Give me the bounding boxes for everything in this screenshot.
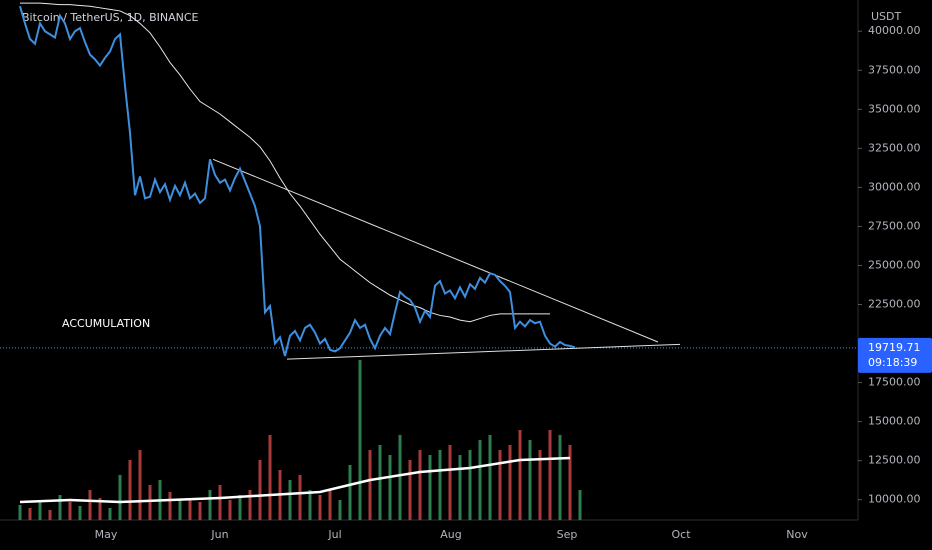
volume-bar bbox=[318, 495, 322, 520]
y-tick-label: 27500.00 bbox=[868, 219, 921, 232]
volume-bar bbox=[578, 490, 582, 520]
volume-bar bbox=[508, 445, 512, 520]
volume-bar bbox=[28, 508, 32, 520]
volume-bar bbox=[298, 475, 302, 520]
trendline bbox=[212, 158, 659, 343]
volume-bar bbox=[138, 450, 142, 520]
volume-bar bbox=[308, 490, 312, 520]
x-tick-label: Oct bbox=[671, 528, 691, 541]
volume-bar bbox=[498, 450, 502, 520]
volume-bar bbox=[548, 430, 552, 520]
volume-bar bbox=[378, 445, 382, 520]
y-tick-label: 17500.00 bbox=[868, 376, 921, 389]
x-tick-label: May bbox=[95, 528, 118, 541]
last-price-label: 19719.71 bbox=[868, 341, 921, 354]
price-line bbox=[19, 5, 576, 357]
volume-bar bbox=[128, 460, 132, 520]
y-tick-label: 22500.00 bbox=[868, 298, 921, 311]
volume-bar bbox=[88, 490, 92, 520]
volume-bar bbox=[468, 450, 472, 520]
y-tick-label: 37500.00 bbox=[868, 63, 921, 76]
last-price-box bbox=[858, 337, 932, 373]
volume-bar bbox=[478, 440, 482, 520]
volume-bar bbox=[118, 475, 122, 520]
volume-bar bbox=[488, 435, 492, 520]
volume-bar bbox=[558, 435, 562, 520]
volume-bar bbox=[168, 492, 172, 520]
volume-bar bbox=[218, 485, 222, 520]
volume-bar bbox=[358, 360, 362, 520]
volume-bar bbox=[58, 495, 62, 520]
x-tick-label: Sep bbox=[557, 528, 578, 541]
volume-bar bbox=[148, 485, 152, 520]
x-tick-label: Jul bbox=[327, 528, 341, 541]
volume-bar bbox=[398, 435, 402, 520]
volume-bar bbox=[538, 450, 542, 520]
volume-bar bbox=[178, 500, 182, 520]
volume-bar bbox=[388, 455, 392, 520]
x-tick-label: Aug bbox=[440, 528, 461, 541]
volume-bar bbox=[228, 500, 232, 520]
y-tick-label: 12500.00 bbox=[868, 454, 921, 467]
volume-bar bbox=[188, 498, 192, 520]
volume-bar bbox=[568, 445, 572, 520]
volume-bar bbox=[38, 500, 42, 520]
volume-bar bbox=[248, 490, 252, 520]
y-tick-label: 35000.00 bbox=[868, 102, 921, 115]
volume-bar bbox=[408, 460, 412, 520]
volume-bar bbox=[348, 465, 352, 520]
y-tick-label: 32500.00 bbox=[868, 141, 921, 154]
trendline bbox=[286, 343, 681, 360]
volume-bar bbox=[198, 502, 202, 520]
volume-bar bbox=[78, 506, 82, 520]
volume-bar bbox=[338, 500, 342, 520]
x-tick-label: Jun bbox=[210, 528, 228, 541]
volume-bar bbox=[268, 435, 272, 520]
volume-bar bbox=[418, 450, 422, 520]
volume-bar bbox=[368, 450, 372, 520]
annotation: ACCUMULATION bbox=[62, 317, 150, 330]
volume-bar bbox=[328, 490, 332, 520]
volume-bar bbox=[108, 508, 112, 520]
volume-bar bbox=[448, 445, 452, 520]
volume-bar bbox=[68, 502, 72, 520]
volume-bar bbox=[438, 450, 442, 520]
y-tick-label: 25000.00 bbox=[868, 258, 921, 271]
volume-bar bbox=[518, 430, 522, 520]
countdown: 09:18:39 bbox=[868, 356, 917, 369]
y-tick-label: 40000.00 bbox=[868, 24, 921, 37]
x-tick-label: Nov bbox=[786, 528, 808, 541]
moving-average bbox=[20, 2, 550, 323]
volume-bar bbox=[528, 440, 532, 520]
y-tick-label: 15000.00 bbox=[868, 415, 921, 428]
y-tick-label: 30000.00 bbox=[868, 180, 921, 193]
y-tick-label: 10000.00 bbox=[868, 493, 921, 506]
volume-bar bbox=[48, 510, 52, 520]
volume-bar bbox=[288, 480, 292, 520]
volume-bar bbox=[18, 505, 22, 520]
volume-ma bbox=[19, 456, 571, 504]
chart-title: Bitcoin / TetherUS, 1D, BINANCE bbox=[22, 11, 199, 24]
volume-bar bbox=[258, 460, 262, 520]
currency: USDT bbox=[871, 10, 902, 23]
volume-bar bbox=[428, 455, 432, 520]
volume-bar bbox=[458, 455, 462, 520]
volume-bar bbox=[98, 498, 102, 520]
volume-bar bbox=[238, 495, 242, 520]
volume-bar bbox=[208, 490, 212, 520]
